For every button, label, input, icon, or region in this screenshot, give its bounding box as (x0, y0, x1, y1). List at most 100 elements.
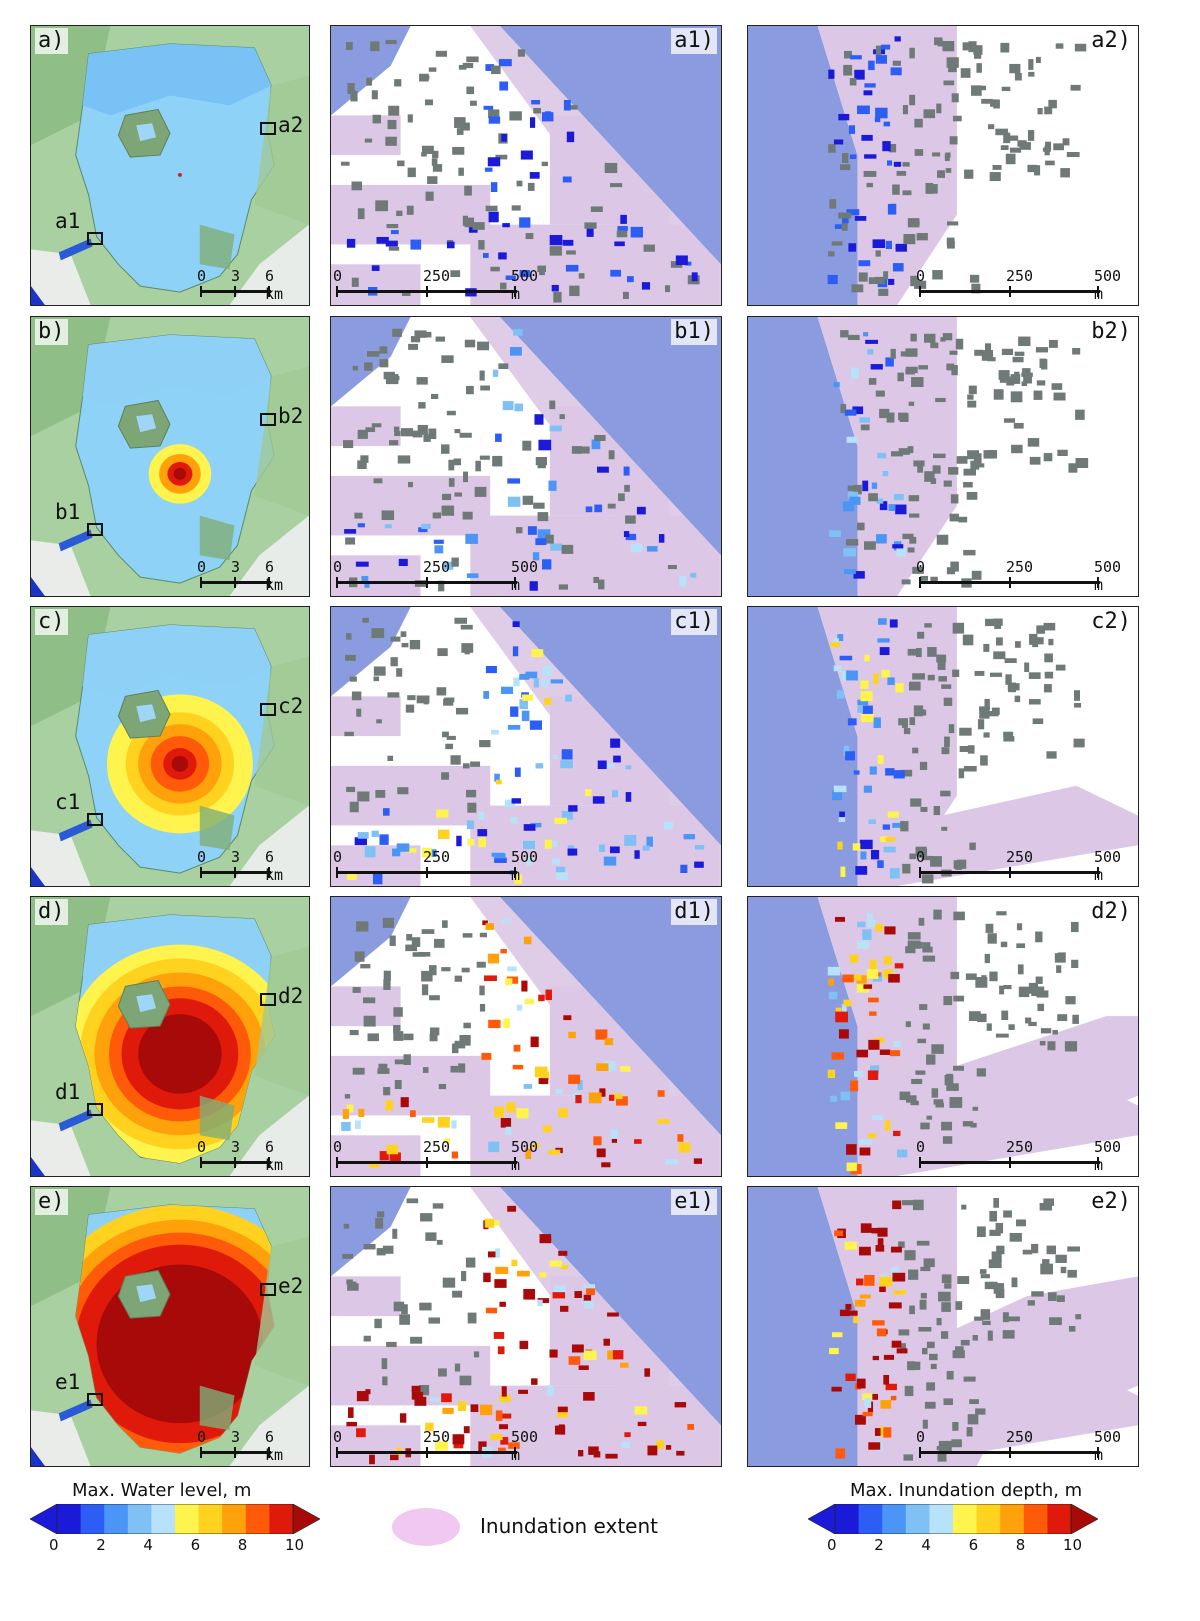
scale-bar-tick-mark (919, 577, 921, 588)
map-image (31, 897, 309, 1176)
scale-bar-tick-mark (336, 867, 338, 878)
map-image (748, 897, 1138, 1176)
panel-label: d2) (1088, 899, 1134, 925)
scale-bar-label: 500 m (1094, 1138, 1122, 1174)
scale-bar-tick-mark (514, 577, 516, 588)
scale-bar-label: 0 (333, 1138, 343, 1156)
scale-bar-tick-mark (1097, 1157, 1099, 1168)
map-image (331, 317, 721, 596)
scale-bar: 0 250 500 m (916, 1428, 1121, 1464)
scale-bar-label: 3 (231, 558, 241, 576)
scale-bar-tick-mark (514, 1447, 516, 1458)
marker-label: c2 (278, 694, 304, 718)
scale-bar-tick-mark (268, 577, 270, 588)
scale-bar-tick-mark (336, 1447, 338, 1458)
scale-bar-line (201, 871, 271, 874)
scale-bar-label: 250 (423, 558, 451, 576)
inundation-extent-swatch (392, 1508, 460, 1546)
scale-bar: 0 250 500 m (916, 267, 1121, 303)
panel-label: b1) (671, 319, 717, 345)
scale-bar: 0 3 6 km (197, 1138, 283, 1174)
scale-bar-tick-mark (1009, 1447, 1011, 1458)
map-panel-a2: a2) 0 250 500 m (747, 25, 1139, 306)
scale-bar-label: 250 (423, 848, 451, 866)
scale-bar-tick-mark (234, 286, 236, 297)
scale-bar-tick-mark (426, 867, 428, 878)
scale-bar-label: 0 (333, 558, 343, 576)
panel-label: b2) (1088, 319, 1134, 345)
colorbar-tick-label: 10 (1063, 1536, 1083, 1554)
scale-bar-tick-mark (336, 286, 338, 297)
colorbar-tick-label: 2 (96, 1536, 106, 1554)
scale-bar: 0 3 6 km (197, 1428, 283, 1464)
map-panel-d2: d2) 0 250 500 m (747, 896, 1139, 1177)
scale-bar-label: 500 m (511, 558, 539, 594)
map-image (31, 26, 309, 305)
scale-bar-label: 0 (197, 848, 207, 866)
scale-bar-tick-mark (268, 1157, 270, 1168)
scale-bar-label: 3 (231, 848, 241, 866)
panel-label: b) (35, 319, 68, 345)
inundation-depth-colorbar: Max. Inundation depth, m 0 2 4 6 8 10 (808, 1480, 1098, 1620)
panel-label: d1) (671, 899, 717, 925)
panel-label: e2) (1088, 1189, 1134, 1215)
scale-bar-label: 500 m (511, 1138, 539, 1174)
map-panel-a1: a1) 0 250 500 m (330, 25, 722, 306)
scale-bar-line (201, 290, 271, 293)
colorbar-ramp (808, 1504, 1098, 1534)
map-panel-d1: d1) 0 250 500 m (330, 896, 722, 1177)
scale-bar-label: 3 (231, 267, 241, 285)
marker-box (260, 703, 276, 716)
scale-bar: 0 250 500 m (916, 848, 1121, 884)
scale-bar-label: 6 km (265, 267, 284, 303)
scale-bar-tick-mark (426, 1157, 428, 1168)
scale-bar: 0 3 6 km (197, 558, 283, 594)
colorbar-tick-label: 2 (874, 1536, 884, 1554)
scale-bar: 0 3 6 km (197, 267, 283, 303)
marker-label: a2 (278, 113, 304, 137)
marker-label: d1 (55, 1080, 81, 1104)
scale-bar-label: 6 km (265, 1428, 284, 1464)
scale-bar-tick-mark (200, 1447, 202, 1458)
scale-bar-label: 0 (916, 1138, 926, 1156)
map-image (331, 897, 721, 1176)
scale-bar-tick-mark (426, 577, 428, 588)
scale-bar-label: 250 (423, 1428, 451, 1446)
colorbar-tick-label: 8 (237, 1536, 248, 1554)
panel-label: a1) (671, 28, 717, 54)
map-image (748, 26, 1138, 305)
scale-bar-label: 0 (197, 558, 207, 576)
scale-bar-tick-mark (426, 286, 428, 297)
marker-box (87, 232, 103, 245)
scale-bar-label: 6 km (265, 848, 284, 884)
scale-bar-tick-mark (514, 286, 516, 297)
scale-bar-label: 250 (423, 267, 451, 285)
scale-bar-tick-mark (1097, 867, 1099, 878)
marker-box (260, 122, 276, 135)
scale-bar-tick-mark (200, 1157, 202, 1168)
scale-bar-tick-mark (200, 577, 202, 588)
scale-bar-label: 250 (1006, 848, 1034, 866)
panel-label: e) (35, 1189, 68, 1215)
scale-bar-tick-mark (1009, 867, 1011, 878)
scale-bar: 0 250 500 m (333, 1428, 538, 1464)
scale-bar-tick-mark (234, 1447, 236, 1458)
inundation-extent-label: Inundation extent (480, 1514, 658, 1538)
scale-bar-label: 6 km (265, 1138, 284, 1174)
scale-bar-label: 250 (423, 1138, 451, 1156)
map-panel-c: c) c2 c1 0 3 6 km (30, 606, 310, 887)
scale-bar-label: 250 (1006, 1138, 1034, 1156)
scale-bar-tick-mark (1097, 1447, 1099, 1458)
panel-label: c1) (671, 609, 717, 635)
scale-bar-label: 500 m (511, 1428, 539, 1464)
scale-bar: 0 250 500 m (916, 1138, 1121, 1174)
map-image (31, 317, 309, 596)
scale-bar-line (201, 1451, 271, 1454)
scale-bar-tick-mark (919, 286, 921, 297)
scale-bar-label: 0 (916, 267, 926, 285)
scale-bar-label: 500 m (1094, 848, 1122, 884)
scale-bar-tick-mark (234, 867, 236, 878)
marker-label: d2 (278, 984, 304, 1008)
map-panel-d: d) d2 d1 0 3 6 km (30, 896, 310, 1177)
scale-bar-tick-mark (336, 577, 338, 588)
